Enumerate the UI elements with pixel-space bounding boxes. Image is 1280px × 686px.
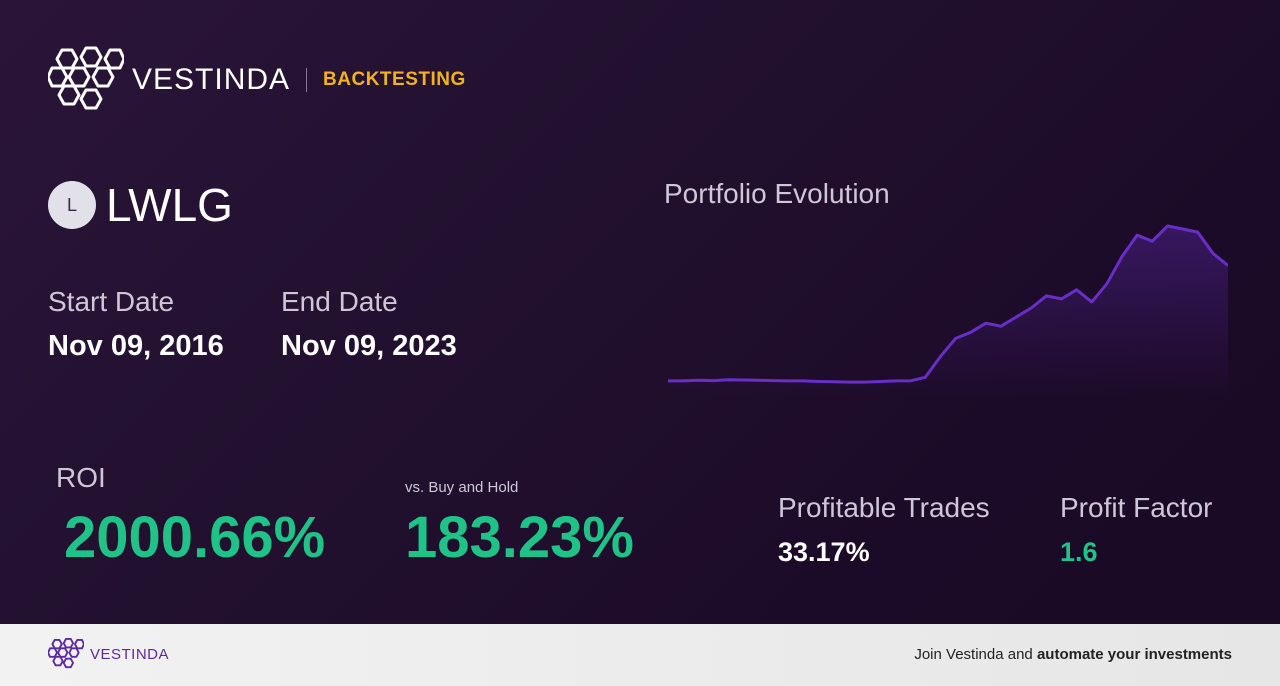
- brand-name: VESTINDA: [132, 63, 291, 96]
- portfolio-chart: [668, 224, 1228, 397]
- vestinda-logo-icon: [48, 46, 124, 110]
- profit-factor-value: 1.6: [1060, 537, 1098, 567]
- profit-factor-label: Profit Factor: [1060, 492, 1213, 523]
- ticker-badge: L: [48, 181, 96, 229]
- roi-value: 2000.66%: [64, 505, 326, 570]
- footer: VESTINDA Join Vestinda and automate your…: [0, 624, 1280, 686]
- footer-brand: VESTINDA: [90, 645, 170, 663]
- buy-hold-label: vs. Buy and Hold: [405, 479, 519, 496]
- start-date-label: Start Date: [48, 286, 175, 317]
- footer-cta-bold: automate your investments: [1036, 646, 1232, 663]
- portfolio-line: [668, 224, 1228, 384]
- section-label: BACKTESTING: [323, 69, 466, 90]
- end-date: End Date Nov 09, 2023: [281, 286, 457, 363]
- footer-logo[interactable]: VESTINDA: [48, 638, 169, 670]
- profitable-trades-label: Profitable Trades: [778, 492, 990, 523]
- roi-label: ROI: [56, 462, 106, 493]
- vestinda-logo-icon: [48, 638, 84, 669]
- end-date-value: Nov 09, 2023: [281, 330, 457, 362]
- main-panel: VESTINDA BACKTESTING L LWLG Start Date N…: [0, 0, 1280, 624]
- header-divider: [306, 68, 308, 92]
- footer-cta-prefix: Join Vestinda and: [914, 646, 1037, 663]
- ticker: L LWLG: [48, 178, 233, 232]
- start-date-value: Nov 09, 2016: [48, 330, 224, 362]
- chart-title: Portfolio Evolution: [664, 178, 890, 209]
- ticker-symbol: LWLG: [106, 179, 233, 231]
- profitable-trades-value: 33.17%: [778, 537, 870, 567]
- footer-cta[interactable]: Join Vestinda and automate your investme…: [914, 646, 1232, 663]
- portfolio-area: [668, 226, 1228, 397]
- buy-hold-value: 183.23%: [405, 505, 634, 570]
- start-date: Start Date Nov 09, 2016: [48, 286, 224, 363]
- end-date-label: End Date: [281, 286, 398, 317]
- header: VESTINDA BACKTESTING: [48, 46, 466, 114]
